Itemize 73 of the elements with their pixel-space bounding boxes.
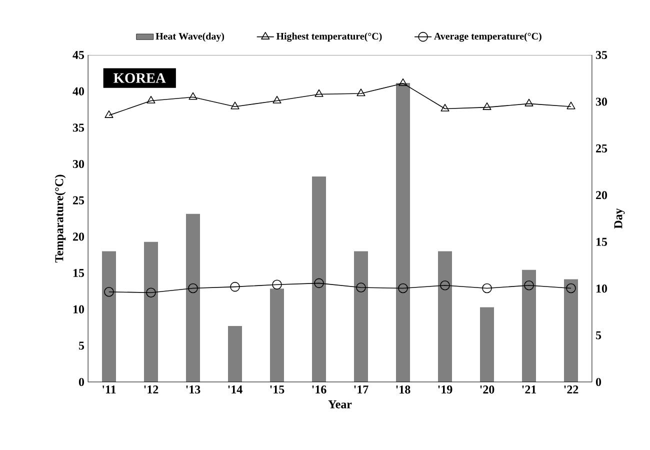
point	[188, 283, 198, 294]
x-tick-label: '19	[438, 386, 452, 394]
x-tick-label: '13	[186, 386, 200, 394]
bar	[102, 251, 116, 382]
point	[104, 110, 114, 118]
y2-tick-label: 5	[596, 331, 602, 340]
point	[272, 96, 282, 104]
y2-tick-label: 10	[596, 284, 608, 293]
point	[356, 282, 366, 292]
bar	[354, 251, 368, 382]
point	[524, 98, 534, 106]
bar	[522, 270, 536, 382]
point	[104, 286, 114, 297]
bar	[312, 176, 326, 382]
point	[272, 280, 282, 290]
x-tick-label: '12	[144, 386, 158, 394]
y2-axis-title: Day	[614, 208, 625, 229]
point	[566, 283, 576, 294]
y-tick-label: 10	[73, 305, 84, 314]
bar	[564, 279, 578, 382]
x-tick-label: '15	[270, 386, 284, 394]
point	[188, 92, 198, 100]
x-tick-label: '22	[564, 386, 578, 394]
y-tick-label: 25	[73, 196, 84, 204]
x-tick-label: '18	[396, 386, 410, 394]
y2-tick-label: 35	[596, 50, 608, 60]
x-tick-label: '11	[102, 386, 116, 394]
x-tick-label: '16	[312, 386, 326, 394]
point	[482, 102, 492, 110]
legend-label: Highest temperature(°C)	[276, 32, 382, 42]
point	[230, 102, 240, 110]
annotation: KOREA	[114, 73, 166, 83]
y-tick-label: 5	[78, 342, 84, 350]
bar	[396, 83, 410, 382]
y2-tick-label: 15	[596, 238, 608, 246]
legend-label: Average temperature(°C)	[434, 32, 542, 42]
y-tick-label: 45	[72, 51, 84, 59]
y-axis-title: Temparature(°C)	[54, 174, 66, 263]
y-tick-label: 0	[78, 378, 84, 386]
point	[566, 102, 576, 110]
point	[524, 280, 534, 290]
y-tick-label: 20	[73, 232, 84, 241]
point	[314, 89, 324, 97]
y2-tick-label: 20	[596, 191, 608, 200]
point	[146, 288, 156, 298]
point	[398, 78, 408, 86]
y2-tick-label: 30	[596, 98, 608, 106]
bar	[186, 214, 200, 382]
point	[230, 282, 240, 292]
x-tick-label: '17	[354, 386, 368, 394]
point	[146, 96, 156, 104]
y-tick-label: 40	[72, 87, 84, 96]
point	[398, 283, 408, 294]
y-tick-label: 15	[73, 268, 84, 277]
y-tick-label: 30	[72, 160, 84, 168]
point	[356, 88, 366, 96]
bar	[480, 307, 494, 382]
bar	[228, 326, 242, 382]
point	[440, 104, 450, 112]
point	[314, 278, 324, 288]
y-tick-label: 35	[72, 124, 84, 132]
bar	[438, 251, 452, 382]
legend-label: Heat Wave(day)	[156, 32, 224, 42]
x-axis-title: Year	[328, 400, 352, 408]
y2-tick-label: 0	[596, 378, 602, 386]
point	[440, 280, 450, 290]
x-tick-label: '21	[522, 386, 536, 394]
bar	[144, 242, 158, 382]
x-tick-label: '20	[480, 386, 494, 394]
x-tick-label: '14	[228, 386, 242, 394]
y2-tick-label: 25	[596, 144, 608, 152]
bar	[270, 288, 284, 382]
point	[482, 283, 492, 294]
